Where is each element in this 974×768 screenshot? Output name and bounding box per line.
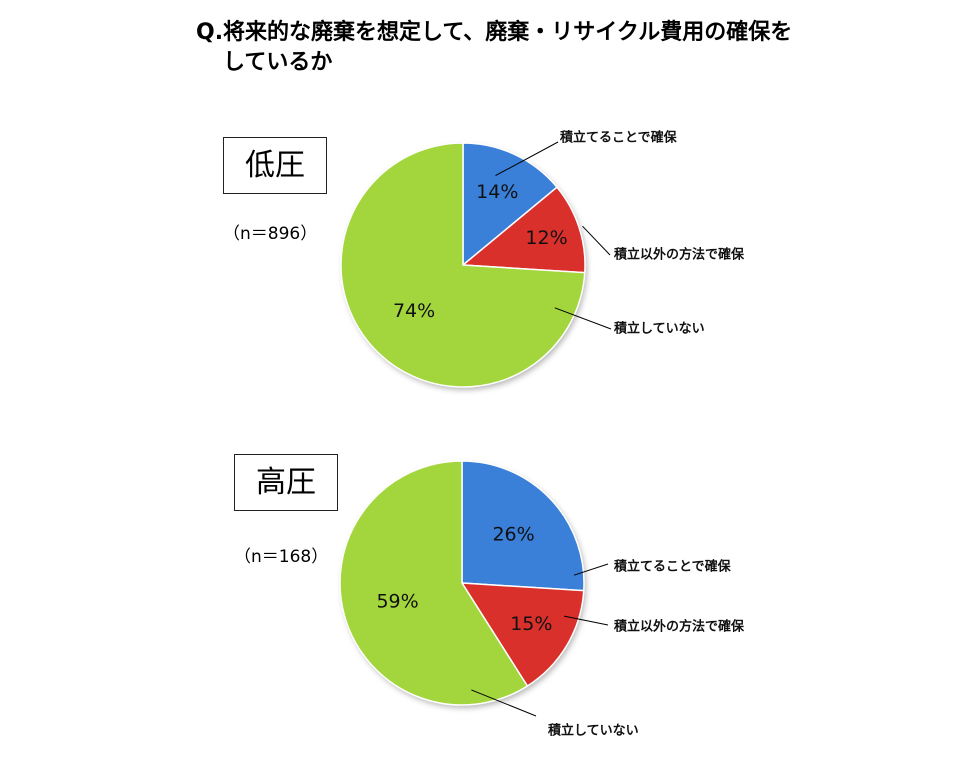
high-voltage-category-label-not-accumulated: 積立していない (547, 723, 639, 739)
high-voltage-leader-line-accumulate (573, 563, 609, 576)
question-title-line2: しているか (223, 50, 333, 75)
low-voltage-category-label-not-accumulated: 積立していない (613, 321, 705, 337)
low-voltage-value-label-other-method: 12% (525, 227, 567, 249)
high-voltage-leader-line-not-accumulated (471, 689, 537, 717)
high-voltage-category-label: 高圧 (256, 465, 316, 500)
low-voltage-sample-size: （n＝896） (223, 224, 318, 244)
high-voltage-value-label-not-accumulated: 59% (376, 591, 418, 613)
high-voltage-slice-not-accumulated (339, 460, 529, 706)
high-voltage-slice-accumulate (461, 460, 585, 592)
high-voltage-category-label-other-method: 積立以外の方法で確保 (613, 619, 745, 635)
low-voltage-category-label-accumulate: 積立てることで確保 (559, 130, 678, 146)
low-voltage-value-label-not-accumulated: 74% (393, 300, 435, 322)
high-voltage-leader-line-other-method (564, 615, 609, 626)
low-voltage-category-box: 低圧 (223, 137, 327, 194)
low-voltage-leader-line-not-accumulated (554, 307, 612, 330)
question-title-line1: Q.将来的な廃棄を想定して、廃棄・リサイクル費用の確保を (196, 20, 793, 45)
high-voltage-category-label-accumulate: 積立てることで確保 (613, 559, 732, 575)
low-voltage-slice-accumulate (462, 142, 559, 267)
question-title: Q.将来的な廃棄を想定して、廃棄・リサイクル費用の確保を しているか (196, 18, 876, 78)
low-voltage-category-label-other-method: 積立以外の方法で確保 (613, 247, 745, 263)
low-voltage-leader-line-accumulate (495, 141, 559, 177)
low-voltage-slice-other-method (461, 186, 586, 274)
low-voltage-category-label: 低圧 (245, 148, 305, 183)
high-voltage-slice-other-method (460, 582, 585, 688)
high-voltage-value-label-accumulate: 26% (492, 524, 534, 546)
low-voltage-value-label-accumulate: 14% (476, 181, 518, 203)
high-voltage-category-box: 高圧 (234, 454, 338, 511)
high-voltage-value-label-other-method: 15% (510, 613, 552, 635)
low-voltage-slice-not-accumulated (340, 142, 586, 388)
low-voltage-leader-line-other-method (582, 225, 611, 256)
high-voltage-sample-size: （n＝168） (234, 547, 329, 567)
